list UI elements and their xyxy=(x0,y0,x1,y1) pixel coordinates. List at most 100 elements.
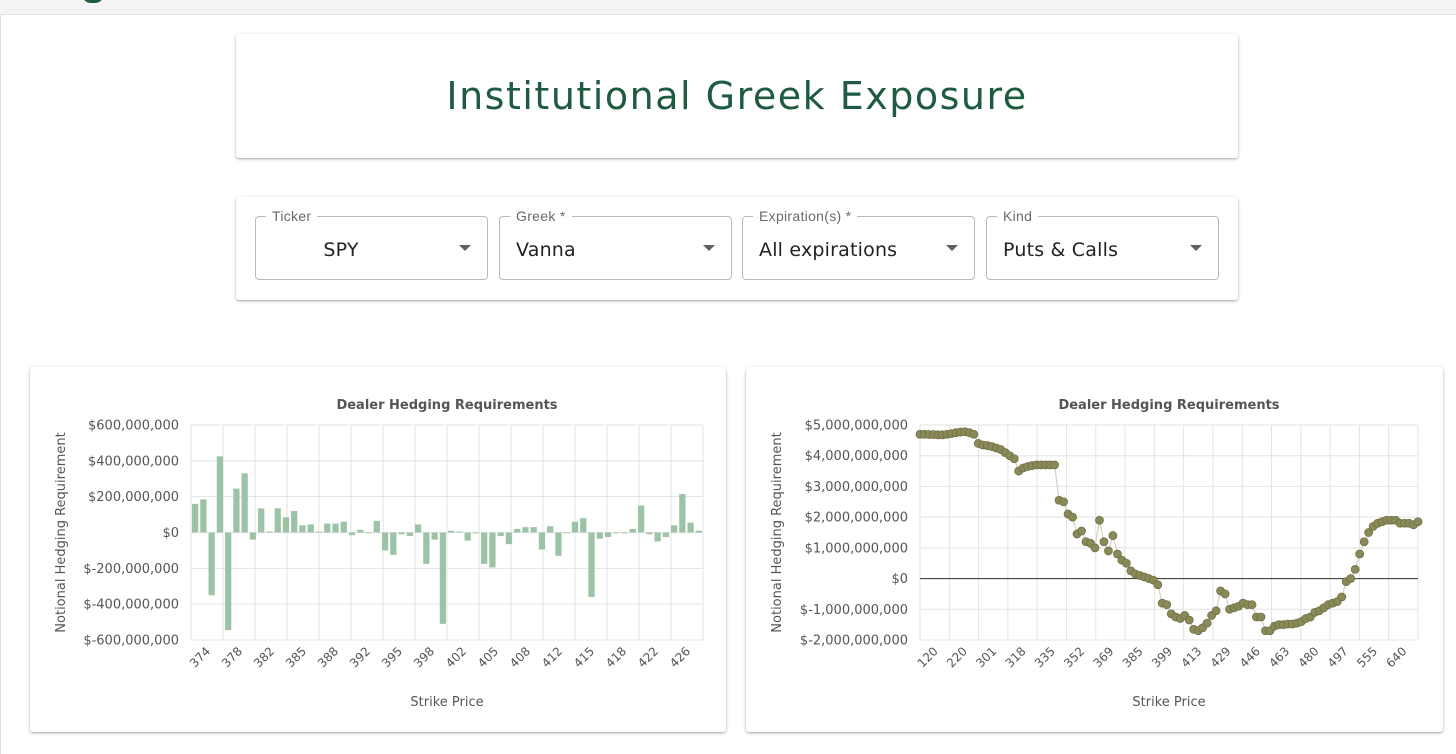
bar[interactable] xyxy=(687,522,694,533)
bar[interactable] xyxy=(249,532,257,540)
bar[interactable] xyxy=(695,530,703,533)
point[interactable] xyxy=(1090,543,1100,553)
bar[interactable] xyxy=(646,532,653,535)
bar[interactable] xyxy=(299,525,306,533)
bar[interactable] xyxy=(530,527,537,533)
bar[interactable] xyxy=(580,518,587,533)
point[interactable] xyxy=(969,429,979,439)
bar[interactable] xyxy=(357,529,364,533)
point[interactable] xyxy=(1359,537,1369,547)
bar[interactable] xyxy=(216,456,224,533)
bar[interactable] xyxy=(390,532,397,555)
bar[interactable] xyxy=(596,532,603,539)
bar[interactable] xyxy=(398,532,405,535)
bar[interactable] xyxy=(538,532,546,550)
bar[interactable] xyxy=(225,532,232,631)
bar[interactable] xyxy=(588,532,595,598)
bar[interactable] xyxy=(266,531,273,533)
bar[interactable] xyxy=(381,532,389,551)
point[interactable] xyxy=(1009,454,1019,464)
bar[interactable] xyxy=(505,532,513,545)
point[interactable] xyxy=(1108,531,1118,540)
bar[interactable] xyxy=(563,532,570,534)
bar[interactable] xyxy=(662,532,669,537)
bar[interactable] xyxy=(613,532,620,534)
bar[interactable] xyxy=(406,532,413,537)
bar[interactable] xyxy=(547,526,554,533)
bar[interactable] xyxy=(621,532,628,534)
point[interactable] xyxy=(1220,589,1230,599)
point[interactable] xyxy=(1355,549,1365,559)
bar[interactable] xyxy=(604,532,612,537)
point[interactable] xyxy=(1068,512,1077,522)
bar[interactable] xyxy=(555,532,562,556)
point[interactable] xyxy=(1050,460,1059,470)
point[interactable] xyxy=(1077,526,1086,536)
bar[interactable] xyxy=(670,525,678,533)
point[interactable] xyxy=(1113,549,1122,559)
bar[interactable] xyxy=(629,528,636,533)
bar[interactable] xyxy=(258,508,265,533)
y-tick-label: $400,000,000 xyxy=(88,454,179,469)
bar[interactable] xyxy=(514,528,521,533)
point[interactable] xyxy=(1364,528,1374,537)
point[interactable] xyxy=(1256,612,1266,622)
dropdown-caret-icon[interactable] xyxy=(459,245,471,251)
point[interactable] xyxy=(1413,517,1423,527)
bar[interactable] xyxy=(654,532,661,542)
bar[interactable] xyxy=(348,532,356,536)
bar[interactable] xyxy=(365,532,372,534)
bar[interactable] xyxy=(423,532,430,564)
bar[interactable] xyxy=(447,530,455,533)
x-tick-label: 640 xyxy=(1383,644,1409,670)
bar[interactable] xyxy=(439,532,447,624)
point[interactable] xyxy=(1095,515,1104,525)
kind-select[interactable]: Kind Puts & Calls xyxy=(986,208,1219,280)
point[interactable] xyxy=(1346,574,1356,583)
bar[interactable] xyxy=(489,532,496,568)
bar[interactable] xyxy=(679,493,686,533)
point[interactable] xyxy=(1184,615,1194,625)
bar[interactable] xyxy=(472,532,480,534)
point[interactable] xyxy=(1202,618,1212,628)
point[interactable] xyxy=(1247,600,1257,610)
point[interactable] xyxy=(1121,558,1131,568)
bar[interactable] xyxy=(324,523,331,533)
bar[interactable] xyxy=(481,532,488,564)
point[interactable] xyxy=(1099,537,1109,547)
bar[interactable] xyxy=(464,532,471,541)
bar[interactable] xyxy=(282,517,290,533)
point[interactable] xyxy=(1153,580,1163,590)
point[interactable] xyxy=(1337,592,1347,602)
bar[interactable] xyxy=(637,505,645,533)
bar[interactable] xyxy=(291,511,298,533)
bar[interactable] xyxy=(208,532,215,596)
bar[interactable] xyxy=(307,524,314,533)
bar[interactable] xyxy=(340,521,347,533)
expiration-select[interactable]: Expiration(s) * All expirations xyxy=(742,208,975,280)
dropdown-caret-icon[interactable] xyxy=(946,245,958,251)
point[interactable] xyxy=(1104,546,1113,556)
point[interactable] xyxy=(1059,497,1068,507)
greek-select[interactable]: Greek * Vanna xyxy=(499,208,732,280)
bar[interactable] xyxy=(431,532,438,540)
bar[interactable] xyxy=(497,532,504,537)
bar[interactable] xyxy=(315,531,323,533)
bar[interactable] xyxy=(274,508,281,533)
bar[interactable] xyxy=(191,503,199,533)
bar[interactable] xyxy=(233,488,240,533)
bar[interactable] xyxy=(241,473,248,533)
bar[interactable] xyxy=(414,524,422,533)
bar[interactable] xyxy=(200,499,207,533)
point[interactable] xyxy=(1211,606,1221,616)
bar[interactable] xyxy=(332,523,339,533)
point[interactable] xyxy=(1162,600,1172,610)
dropdown-caret-icon[interactable] xyxy=(703,245,715,251)
point[interactable] xyxy=(1350,564,1360,574)
ticker-select[interactable]: Ticker SPY xyxy=(255,208,488,280)
dropdown-caret-icon[interactable] xyxy=(1190,245,1202,251)
bar[interactable] xyxy=(522,527,529,533)
bar[interactable] xyxy=(373,520,380,533)
bar[interactable] xyxy=(571,521,579,533)
bar[interactable] xyxy=(456,531,463,533)
